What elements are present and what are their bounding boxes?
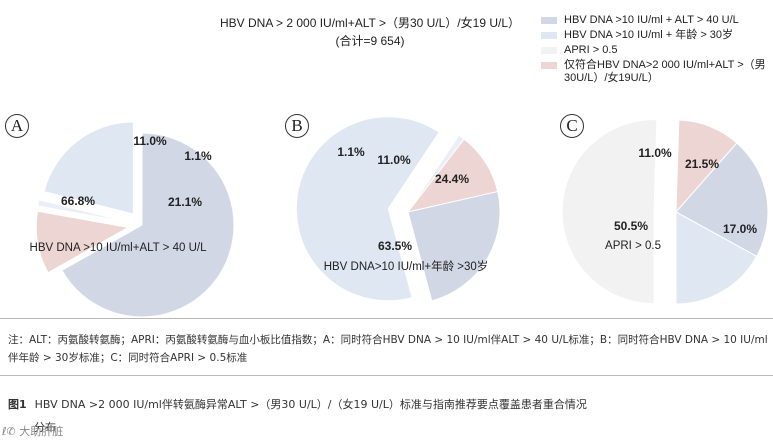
legend-swatch	[541, 47, 557, 54]
figure-caption-label: 图1	[8, 398, 27, 411]
pie-a-value-label-3: 21.1%	[168, 195, 202, 209]
pie-a-slice-1	[35, 210, 130, 274]
pie-c-value-label-2: 21.5%	[685, 157, 719, 171]
figure-caption-text: HBV DNA >2 000 IU/ml伴转氨酶异常ALT >（男30 U/L）…	[34, 398, 587, 411]
pie-c-category-label: APRI > 0.5	[605, 240, 661, 252]
legend-item: HBV DNA >10 IU/ml + 年龄 > 30岁	[537, 29, 769, 42]
legend-label: APRI > 0.5	[564, 44, 618, 56]
pie-c-value-label-3: 17.0%	[723, 222, 757, 236]
pie-c-slice-2	[675, 142, 769, 258]
pie-c-slice-3	[675, 211, 758, 305]
legend-label: HBV DNA >10 IU/ml + 年龄 > 30岁	[564, 29, 734, 41]
legend-swatch	[541, 17, 557, 24]
legend: HBV DNA >10 IU/ml + ALT > 40 U/L HBV DNA…	[537, 14, 769, 87]
chart-title-line2: (合计=9 654)	[335, 34, 405, 48]
pie-a-value-label-0: 66.8%	[61, 194, 95, 208]
legend-label: HBV DNA >10 IU/ml + ALT > 40 U/L	[564, 14, 739, 26]
pie-b-value-label-3: 24.4%	[435, 172, 469, 186]
pie-c-value-label-1: 11.0%	[638, 146, 672, 160]
pie-a-category-label: HBV DNA >10 IU/ml+ALT > 40 U/L	[30, 242, 208, 254]
legend-item: APRI > 0.5	[537, 44, 769, 57]
legend-swatch	[541, 62, 557, 69]
pie-b-category-label: HBV DNA>10 IU/ml+年龄 >30岁	[324, 259, 489, 273]
chart-title: HBV DNA > 2 000 IU/ml+ALT >（男30 U/L）/女19…	[205, 14, 535, 50]
pie-b-slice-0	[295, 116, 440, 302]
panel-label-c: C	[560, 114, 584, 138]
figure-caption-continuation: 分布	[34, 421, 56, 434]
pie-charts: 66.8% 11.0% 1.1% 21.1% HBV DNA >10 IU/ml+ALT…	[30, 116, 769, 318]
footnote: 注：ALT：丙氨酸转氨酶；APRI：丙氨酸转氨酶与血小板比值指数；A：同时符合H…	[8, 334, 768, 364]
pie-c-slice-0	[561, 119, 658, 305]
pie-b-value-label-0: 63.5%	[378, 239, 412, 253]
legend-swatch	[541, 32, 557, 39]
pie-c-value-label-0: 50.5%	[614, 219, 648, 233]
pie-a-slice-3	[43, 121, 134, 215]
pie-a-slice-2	[37, 199, 129, 223]
panel-label-a: A	[5, 114, 29, 138]
pie-a-value-label-1: 11.0%	[133, 134, 167, 148]
pie-a-value-label-2: 1.1%	[184, 149, 212, 163]
panel-label-b: B	[285, 114, 309, 138]
pie-b-value-label-2: 11.0%	[377, 153, 411, 167]
pie-b-value-label-1: 1.1%	[337, 145, 365, 159]
pie-b-slice-3	[407, 190, 501, 302]
watermark-logo: ℓ✆ 大助肝脏	[2, 425, 64, 438]
legend-label: 仅符合HBV DNA>2 000 IU/ml+ALT >（男30U/L）/女19…	[564, 59, 766, 84]
pie-a-slice-0	[61, 132, 235, 318]
legend-item: 仅符合HBV DNA>2 000 IU/ml+ALT >（男30U/L）/女19…	[537, 59, 769, 85]
divider	[0, 375, 773, 376]
figure-caption: 图1 HBV DNA >2 000 IU/ml伴转氨酶异常ALT >（男30 U/…	[8, 397, 728, 413]
chart-title-line1: HBV DNA > 2 000 IU/ml+ALT >（男30 U/L）/女19…	[219, 16, 520, 30]
legend-item: HBV DNA >10 IU/ml + ALT > 40 U/L	[537, 14, 769, 27]
divider	[0, 318, 773, 319]
